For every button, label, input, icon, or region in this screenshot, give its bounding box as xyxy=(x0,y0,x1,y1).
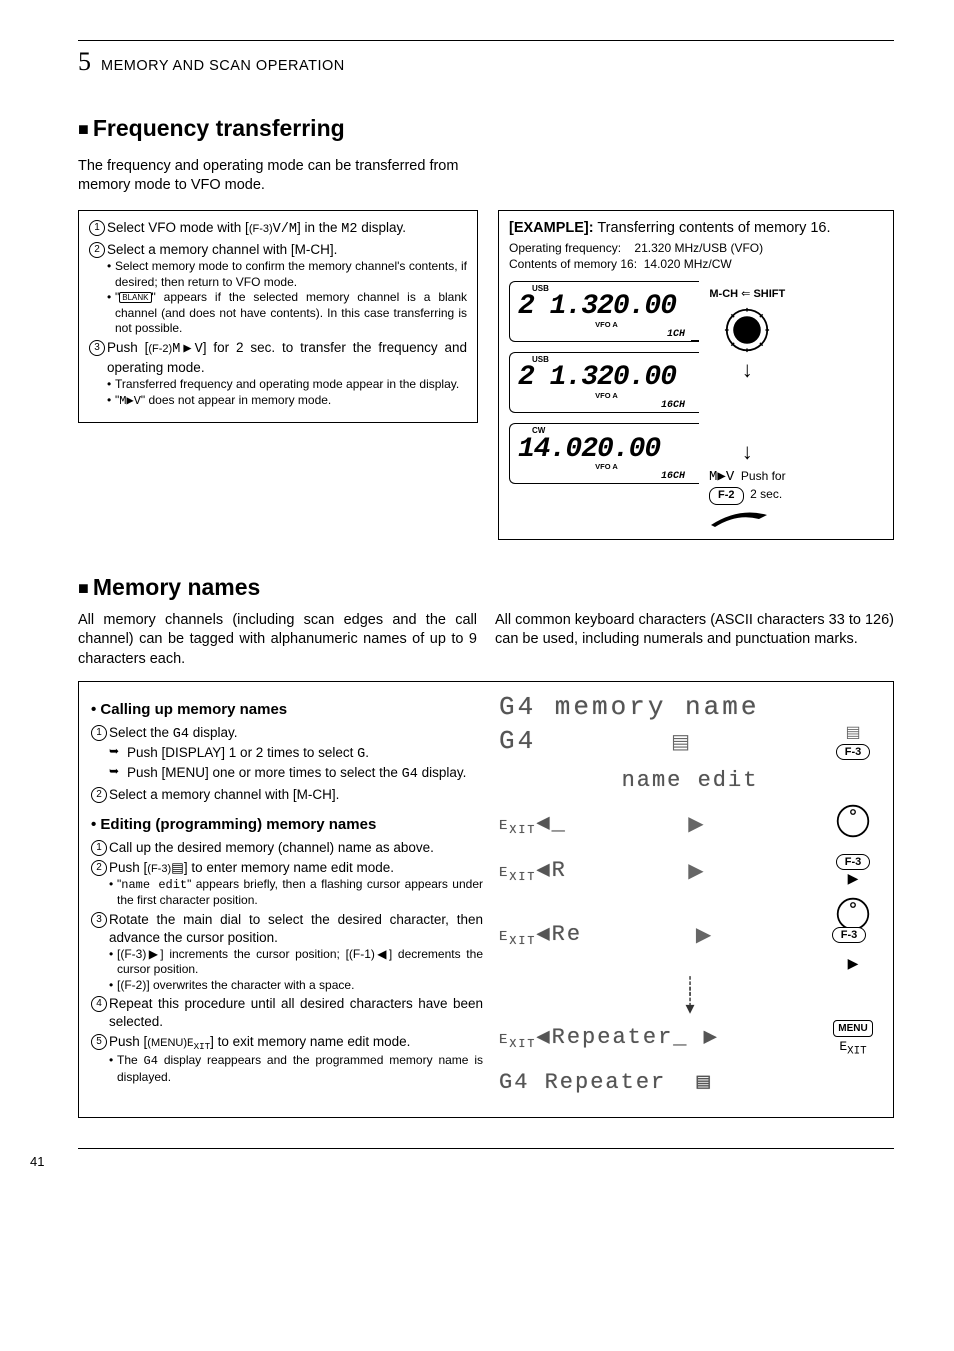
f3-key-icon: F-3 xyxy=(836,854,871,870)
card-icon: ▤ xyxy=(671,729,690,754)
bottom-rule xyxy=(78,1148,894,1149)
chapter-title: MEMORY AND SCAN OPERATION xyxy=(101,58,345,74)
panel-row-3: EXIT◀_ ▶ xyxy=(499,803,881,844)
example-meta: Operating frequency: 21.320 MHz/USB (VFO… xyxy=(509,240,883,272)
call-step-2: Select a memory channel with [M-CH]. xyxy=(91,786,483,804)
edit-step-2: Push [(F-3)▤] to enter memory name edit … xyxy=(91,859,483,909)
step-2-subs: Select memory mode to confirm the memory… xyxy=(107,259,467,337)
sub: The G4 display reappears and the program… xyxy=(109,1053,483,1085)
memory-intro-cols: All memory channels (including scan edge… xyxy=(78,611,894,670)
editing-head: • Editing (programming) memory names xyxy=(91,815,483,835)
ctrl: ▤ F-3 xyxy=(825,722,881,760)
blank-badge: BLANK xyxy=(119,292,151,303)
panel-row-6: EXIT◀Repeater_ ▶ MENU EXIT xyxy=(499,1018,881,1058)
arrow-item: Push [MENU] one or more times to select … xyxy=(109,764,483,784)
chapter-header: 5 MEMORY AND SCAN OPERATION xyxy=(78,47,894,77)
swoosh-icon xyxy=(709,505,769,529)
step-3-subs: Transferred frequency and operating mode… xyxy=(107,377,467,409)
edit-step-5: Push [(MENU)EXIT] to exit memory name ed… xyxy=(91,1033,483,1085)
f2-key-icon: F-2 xyxy=(709,487,744,505)
knob-label: M-CH ⇐ SHIFT xyxy=(709,287,785,302)
push-block: M▶V Push for F-2 2 sec. xyxy=(709,469,786,528)
f3-key-icon: F-3 xyxy=(832,927,867,943)
ctrl xyxy=(825,803,881,844)
vertical-dots-icon: ┊┊▾ xyxy=(499,981,881,1013)
page-number: 41 xyxy=(30,1154,44,1169)
edit-step-4: Repeat this procedure until all desired … xyxy=(91,995,483,1031)
block-icon: ■ xyxy=(78,578,89,598)
sub: Transferred frequency and operating mode… xyxy=(107,377,467,393)
chapter-number: 5 xyxy=(78,47,91,77)
sub: "name edit" appears briefly, then a flas… xyxy=(109,877,483,909)
edit-step-3: Rotate the main dial to select the desir… xyxy=(91,911,483,993)
sub: [(F-2)] overwrites the character with a … xyxy=(109,978,483,994)
freq-two-col: Select VFO mode with [(F-3)V/M] in the M… xyxy=(78,210,894,540)
panel-row-2: G4 ▤ ▤ F-3 xyxy=(499,722,881,760)
call-step-1-arrows: Push [DISPLAY] 1 or 2 times to select G.… xyxy=(109,744,483,784)
dial-icon xyxy=(835,803,871,839)
block-icon: ■ xyxy=(78,119,89,139)
step-3: Push [(F-2)M▶V] for 2 sec. to transfer t… xyxy=(89,339,467,410)
call-step-1: Select the G4 display. Push [DISPLAY] 1 … xyxy=(91,724,483,783)
edit-step-1: Call up the desired memory (channel) nam… xyxy=(91,839,483,857)
lcd-2: USB 2 1.320.00 VFO A 16CH xyxy=(509,352,699,413)
triangle-right-icon: ▶ xyxy=(696,922,711,947)
freq-example-box: [EXAMPLE]: Transferring contents of memo… xyxy=(498,210,894,540)
memory-intro-right: All common keyboard characters (ASCII ch… xyxy=(495,611,894,670)
freq-steps: Select VFO mode with [(F-3)V/M] in the M… xyxy=(89,219,467,410)
ctrl: F-3▶ xyxy=(825,896,881,973)
ctrl: F-3▶ xyxy=(825,852,881,888)
lcd-stack: USB 2 1.320.00 VFO A 1CH USB 2 1.320.00 … xyxy=(509,281,699,494)
arrow-down-icon: ↓ xyxy=(742,441,753,463)
triangle-right-icon: ▶ xyxy=(688,858,703,883)
example-body: USB 2 1.320.00 VFO A 1CH USB 2 1.320.00 … xyxy=(509,281,883,529)
names-left-col: • Calling up memory names Select the G4 … xyxy=(91,692,483,1107)
section-heading-memory: ■Memory names xyxy=(78,574,894,601)
arrow-down-icon: ↓ xyxy=(742,359,753,381)
step-1: Select VFO mode with [(F-3)V/M] in the M… xyxy=(89,219,467,239)
memory-names-box: • Calling up memory names Select the G4 … xyxy=(78,681,894,1118)
heading-text: Frequency transferring xyxy=(93,115,345,141)
knob-stack: M-CH ⇐ SHIFT ↓ ↓ xyxy=(709,287,786,529)
calling-head: • Calling up memory names xyxy=(91,700,483,720)
top-rule xyxy=(78,40,894,41)
example-title: [EXAMPLE]: Transferring contents of memo… xyxy=(509,219,883,239)
menu-key-icon: MENU xyxy=(833,1020,872,1037)
ctrl: MENU EXIT xyxy=(825,1018,881,1058)
step-2: Select a memory channel with [M-CH]. Sel… xyxy=(89,241,467,337)
editing-steps: Call up the desired memory (channel) nam… xyxy=(91,839,483,1085)
heading-text: Memory names xyxy=(93,574,260,600)
arrow-item: Push [DISPLAY] 1 or 2 times to select G. xyxy=(109,744,483,764)
panel-row-5: EXIT◀Re ▶ F-3▶ xyxy=(499,896,881,973)
edit-label: name edit xyxy=(499,768,881,793)
freq-steps-box: Select VFO mode with [(F-3)V/M] in the M… xyxy=(78,210,478,423)
sub: [(F-3)▶] increments the cursor position;… xyxy=(109,947,483,978)
freq-intro: The frequency and operating mode can be … xyxy=(78,157,478,196)
sub: "BLANK" appears if the selected memory c… xyxy=(107,290,467,337)
lcd-3: CW 14.020.00 VFO A 16CH xyxy=(509,423,699,484)
mch-knob-icon xyxy=(724,307,770,353)
page: 5 MEMORY AND SCAN OPERATION ■Frequency t… xyxy=(0,0,954,1189)
sub: Select memory mode to confirm the memory… xyxy=(107,259,467,290)
names-right-panel: G4 memory name G4 ▤ ▤ F-3 name edit EXIT… xyxy=(499,692,881,1107)
section-heading-frequency: ■Frequency transferring xyxy=(78,115,894,142)
f3-key-icon: F-3 xyxy=(836,744,871,760)
panel-row-1: G4 memory name xyxy=(499,692,881,722)
memory-intro-left: All memory channels (including scan edge… xyxy=(78,611,477,670)
panel-row-7: G4 Repeater ▤ xyxy=(499,1065,881,1099)
triangle-right-icon: ▶ xyxy=(688,811,703,836)
sub: "M▶V" does not appear in memory mode. xyxy=(107,393,467,410)
panel-row-4: EXIT◀R ▶ F-3▶ xyxy=(499,852,881,888)
lcd-1: USB 2 1.320.00 VFO A 1CH xyxy=(509,281,699,342)
calling-steps: Select the G4 display. Push [DISPLAY] 1 … xyxy=(91,724,483,803)
